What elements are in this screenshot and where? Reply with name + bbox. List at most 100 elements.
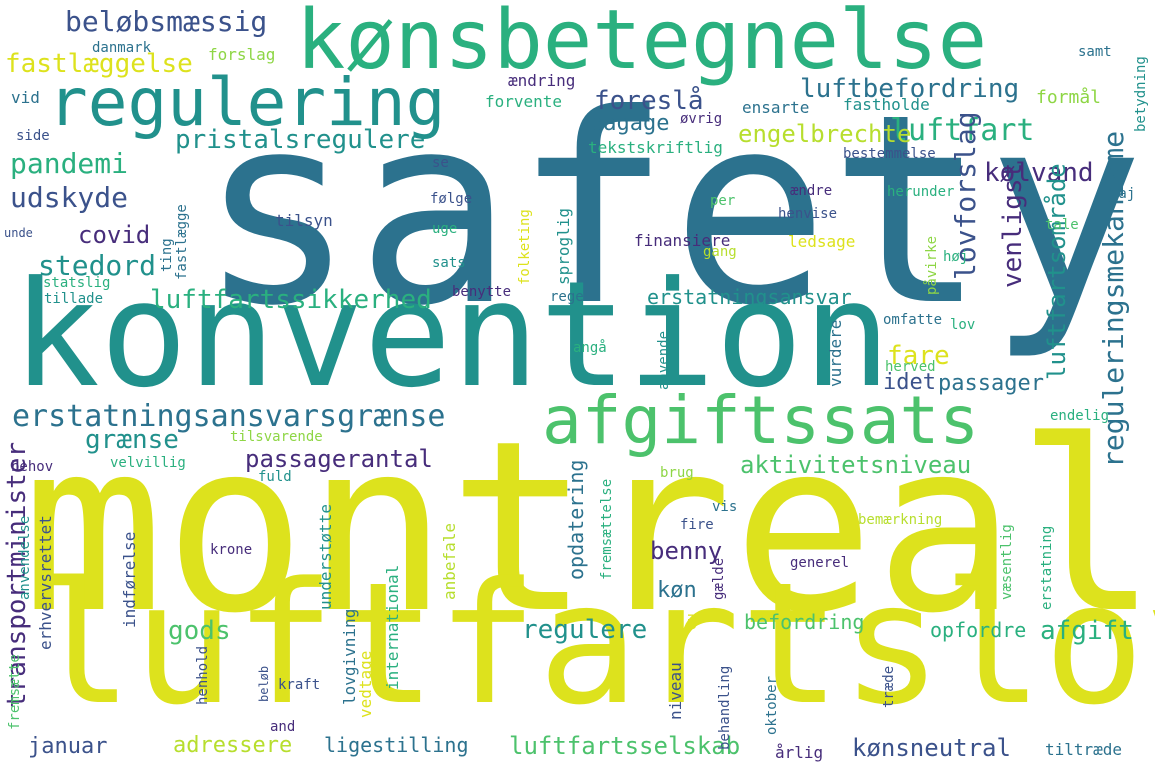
word: angå xyxy=(573,340,607,356)
word: gælde xyxy=(711,557,727,600)
word: omfatte xyxy=(883,312,943,328)
word: folketing xyxy=(517,209,533,285)
word: luftfart xyxy=(890,113,1035,148)
word: vurdere xyxy=(826,319,845,387)
word: fare xyxy=(887,341,950,371)
word: luftbefordring xyxy=(800,74,1020,104)
word: regulere xyxy=(522,615,648,645)
word: indførelse xyxy=(120,531,139,628)
word: ændre xyxy=(790,183,833,199)
word: unde xyxy=(4,226,33,240)
word: sproglig xyxy=(554,207,573,285)
word: engelbrechte xyxy=(738,120,912,148)
word: maj xyxy=(1110,186,1136,202)
word: venligst xyxy=(998,162,1028,288)
word: international xyxy=(383,564,402,690)
word: luftfartslov xyxy=(32,546,1155,742)
word: forvente xyxy=(485,92,563,111)
word: tilsvarende xyxy=(230,429,323,445)
word: benytte xyxy=(452,284,512,300)
word: foreslå xyxy=(594,86,704,116)
word: vis xyxy=(712,499,738,515)
word: kønsneutral xyxy=(852,734,1011,762)
word: grænse xyxy=(85,425,179,455)
word: januar xyxy=(28,734,108,759)
word: covid xyxy=(78,221,151,249)
word: behov xyxy=(11,459,54,475)
word: opfordre xyxy=(930,618,1027,642)
word: fastlægge xyxy=(174,204,190,280)
word: erstatning xyxy=(1039,525,1055,610)
word: henvise xyxy=(778,206,838,222)
word: passagerantal xyxy=(245,445,433,473)
word: befordring xyxy=(744,610,865,634)
word: erstatningsansvarsgrænse xyxy=(12,399,446,434)
word: niveau xyxy=(666,662,685,720)
word: fremsættelse xyxy=(599,478,615,580)
word: krone xyxy=(210,542,253,558)
word: lov xyxy=(950,317,976,333)
word: gods xyxy=(168,616,231,646)
word: formål xyxy=(1036,87,1102,108)
word: fuld xyxy=(258,469,292,485)
word: øvrig xyxy=(680,111,723,127)
word: beløbsmæssig xyxy=(65,5,268,38)
word: følge xyxy=(430,191,473,207)
word: finansiere xyxy=(634,231,731,250)
word: pristalsregulere xyxy=(175,125,426,155)
word: ligestilling xyxy=(324,733,469,757)
word: køn xyxy=(657,578,697,603)
word: fire xyxy=(680,517,714,533)
word: herved xyxy=(885,359,936,375)
word: velvillig xyxy=(110,455,186,471)
word: afgift xyxy=(1040,616,1134,646)
word: luftfartsområde xyxy=(1043,163,1071,380)
word: vid xyxy=(11,88,40,107)
word: træde xyxy=(881,665,897,708)
word: eu xyxy=(684,613,700,630)
word: anvendelse xyxy=(17,515,33,600)
word: tale xyxy=(1045,217,1079,233)
word: påvirke xyxy=(924,235,940,295)
word: montreal xyxy=(22,390,1155,665)
word: fastholde xyxy=(843,95,930,114)
word: erstatningsansvar xyxy=(647,285,852,309)
word: udskyde xyxy=(10,181,129,214)
word: tiltræde xyxy=(1045,740,1123,759)
word: regulering xyxy=(48,64,446,141)
word: gang xyxy=(703,244,737,260)
word: vedtage xyxy=(356,650,375,718)
word: passager xyxy=(938,371,1044,396)
word: fremsætte xyxy=(7,654,23,730)
word: ændring xyxy=(508,71,576,90)
word: danmark xyxy=(92,40,152,56)
word: statslig xyxy=(43,275,111,291)
word: regel xyxy=(550,289,593,305)
word: adressere xyxy=(173,733,293,758)
word: luftfartssikkerhed xyxy=(150,285,432,315)
word: kraft xyxy=(278,677,321,693)
word: kønsbetegnelse xyxy=(296,0,988,88)
word: luftfartsselskab xyxy=(509,732,741,760)
word: idet xyxy=(883,370,936,395)
word: per xyxy=(710,193,736,209)
word: betydning xyxy=(1133,56,1149,132)
word: benny xyxy=(650,537,723,565)
word: bagage xyxy=(590,111,670,136)
word: understøtte xyxy=(316,504,335,610)
word: generel xyxy=(790,555,850,571)
word: årlig xyxy=(775,743,824,762)
word: herunder xyxy=(887,184,955,200)
word: opdatering xyxy=(564,459,588,580)
word: tekstskriftlig xyxy=(588,138,723,157)
word: væsentlig xyxy=(999,524,1015,600)
word: samt xyxy=(1078,44,1112,60)
word: bestemmelse xyxy=(843,146,936,162)
word: erhvervsrettet xyxy=(36,515,55,650)
word: henhold xyxy=(195,645,211,705)
word: side xyxy=(16,128,50,144)
word: bemærkning xyxy=(858,512,943,528)
word: anbefale xyxy=(440,522,459,600)
word: ledsage xyxy=(788,232,856,251)
